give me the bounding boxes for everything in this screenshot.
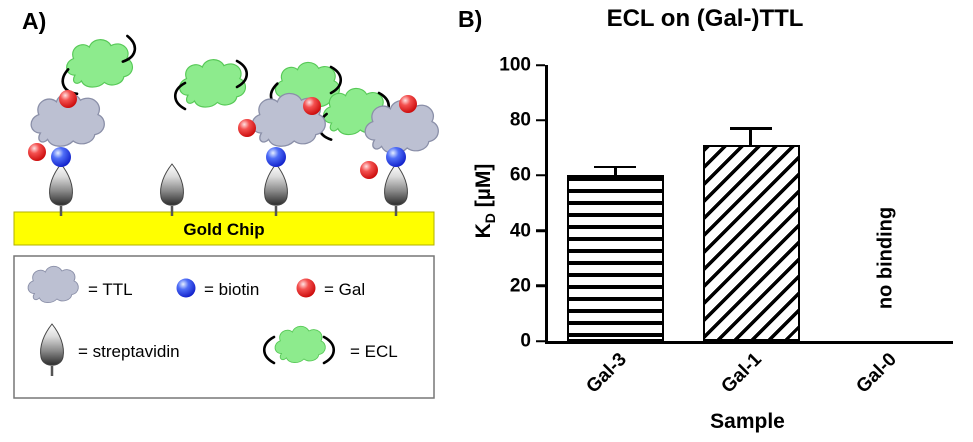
annotation-gal-0: no binding bbox=[874, 207, 896, 310]
biotin-icon bbox=[51, 147, 71, 167]
ecl-cloud-icon bbox=[179, 59, 247, 108]
chart-title: ECL on (Gal-)TTL bbox=[606, 5, 804, 32]
error-bar-stem bbox=[614, 165, 617, 176]
error-bar-gal-3 bbox=[594, 165, 637, 176]
error-bar-gal-1 bbox=[729, 127, 772, 146]
y-tick-label: 80 bbox=[509, 109, 531, 131]
x-axis-label: Sample bbox=[710, 410, 785, 433]
y-axis-label-sub: D bbox=[482, 213, 499, 224]
y-tick-mark bbox=[536, 339, 545, 343]
legend-ttl-label: = TTL bbox=[88, 280, 133, 299]
gal-icon bbox=[360, 161, 378, 179]
gal-icon bbox=[399, 95, 417, 113]
error-bar-stem bbox=[749, 127, 752, 146]
gold-chip-label: Gold Chip bbox=[183, 220, 264, 239]
y-axis-label: KD [µM] bbox=[472, 121, 498, 281]
gal-icon bbox=[238, 119, 256, 137]
streptavidin-icon bbox=[50, 164, 73, 216]
plot-area: 0 20 40 60 80 100 Gal-3 Gal-1 no binding Gal-0 bbox=[499, 56, 953, 397]
legend-ecl-cloud-icon bbox=[274, 325, 326, 364]
panel-a-schematic: Gold Chip bbox=[13, 34, 439, 399]
legend-box bbox=[13, 255, 435, 399]
streptavidin-icon bbox=[265, 164, 288, 216]
biotin-icon bbox=[266, 147, 286, 167]
y-tick-label: 40 bbox=[509, 220, 531, 242]
legend-biotin-label: = biotin bbox=[204, 280, 259, 299]
y-tick-label: 0 bbox=[520, 330, 531, 352]
legend-ecl-label: = ECL bbox=[350, 342, 398, 361]
y-tick-mark bbox=[536, 63, 545, 67]
legend-streptavidin-label: = streptavidin bbox=[78, 342, 180, 361]
y-axis-label-main: K bbox=[472, 223, 495, 239]
streptavidin-icon bbox=[385, 164, 408, 216]
legend-gal-label: = Gal bbox=[324, 280, 365, 299]
legend-ttl-cloud-icon bbox=[27, 265, 79, 304]
bar-gal-3 bbox=[567, 175, 665, 341]
y-tick-mark bbox=[536, 118, 545, 122]
y-tick-mark bbox=[536, 174, 545, 177]
error-bar-cap bbox=[594, 165, 637, 169]
y-tick-label: 60 bbox=[509, 164, 531, 186]
error-bar-cap bbox=[729, 127, 772, 130]
legend-biotin-icon bbox=[176, 278, 196, 298]
legend-gal-icon bbox=[296, 278, 316, 298]
streptavidin-icon bbox=[161, 164, 184, 216]
panel-b: B) ECL on (Gal-)TTL KD [µM] 0 20 40 60 80 100… bbox=[450, 0, 973, 442]
y-tick-label: 100 bbox=[499, 54, 531, 76]
y-tick-label: 20 bbox=[509, 275, 531, 297]
y-axis-label-unit: [µM] bbox=[472, 163, 495, 214]
panel-b-label: B) bbox=[458, 6, 483, 32]
biotin-icon bbox=[386, 147, 406, 167]
panel-a-label: A) bbox=[22, 8, 47, 34]
gal-icon bbox=[28, 143, 46, 161]
y-tick-mark bbox=[536, 229, 545, 232]
gold-chip bbox=[13, 211, 435, 246]
y-tick-mark bbox=[536, 284, 545, 288]
ecl-cloud-icon bbox=[66, 39, 134, 88]
bar-gal-1 bbox=[702, 145, 800, 341]
gal-icon bbox=[303, 97, 321, 115]
gal-icon bbox=[59, 90, 77, 108]
